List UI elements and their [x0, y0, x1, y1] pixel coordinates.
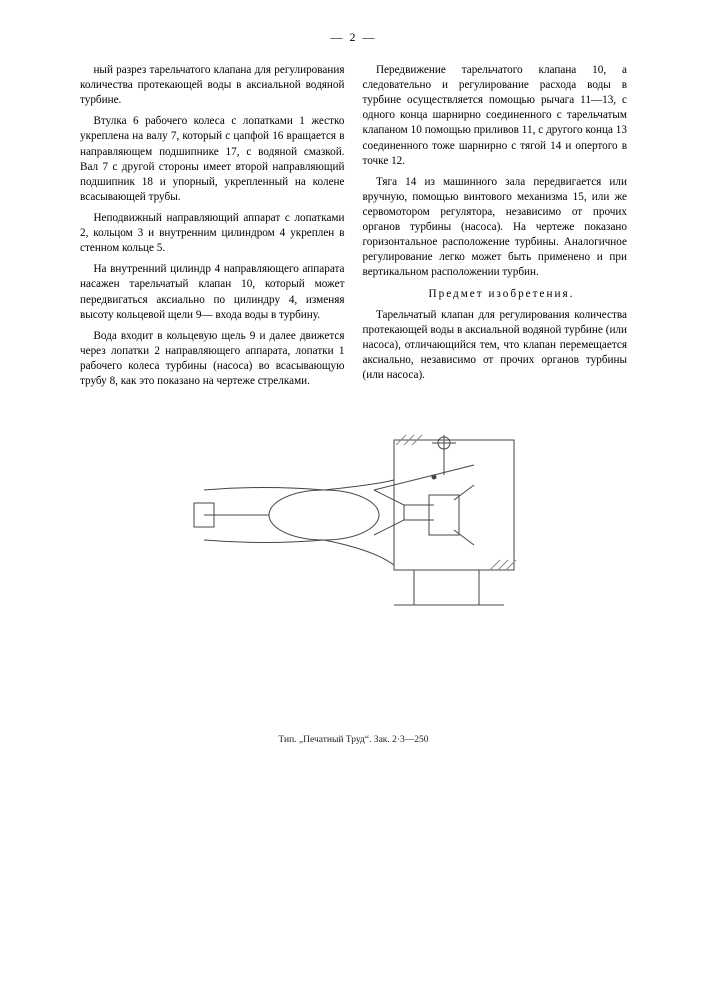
- right-p2: Тяга 14 из машинного зала передвигается …: [363, 175, 628, 281]
- left-p1: ный разрез тарельчатого клапана для регу…: [80, 63, 345, 108]
- turbine-drawing: [174, 435, 534, 615]
- left-p5: Вода входит в кольцевую щель 9 и далее д…: [80, 329, 345, 389]
- right-column: Передвижение тарельчатого клапана 10, а …: [363, 63, 628, 395]
- right-p3: Тарельчатый клапан для регулирования кол…: [363, 308, 628, 384]
- page: — 2 — ный разрез тарельчатого клапана дл…: [0, 0, 707, 1000]
- left-p4: На внутренний цилиндр 4 направляющего ап…: [80, 262, 345, 322]
- right-p1: Передвижение тарельчатого клапана 10, а …: [363, 63, 628, 169]
- printer-footer: Тип. „Печатный Труд“. Зак. 2·3—250: [80, 735, 627, 745]
- page-number: — 2 —: [80, 30, 627, 45]
- left-column: ный разрез тарельчатого клапана для регу…: [80, 63, 345, 395]
- subject-heading: Предмет изобретения.: [363, 287, 628, 302]
- left-p2: Втулка 6 рабочего колеса с лопатками 1 ж…: [80, 114, 345, 205]
- text-columns: ный разрез тарельчатого клапана для регу…: [80, 63, 627, 395]
- left-p3: Неподвижный направляющий аппарат с лопат…: [80, 211, 345, 256]
